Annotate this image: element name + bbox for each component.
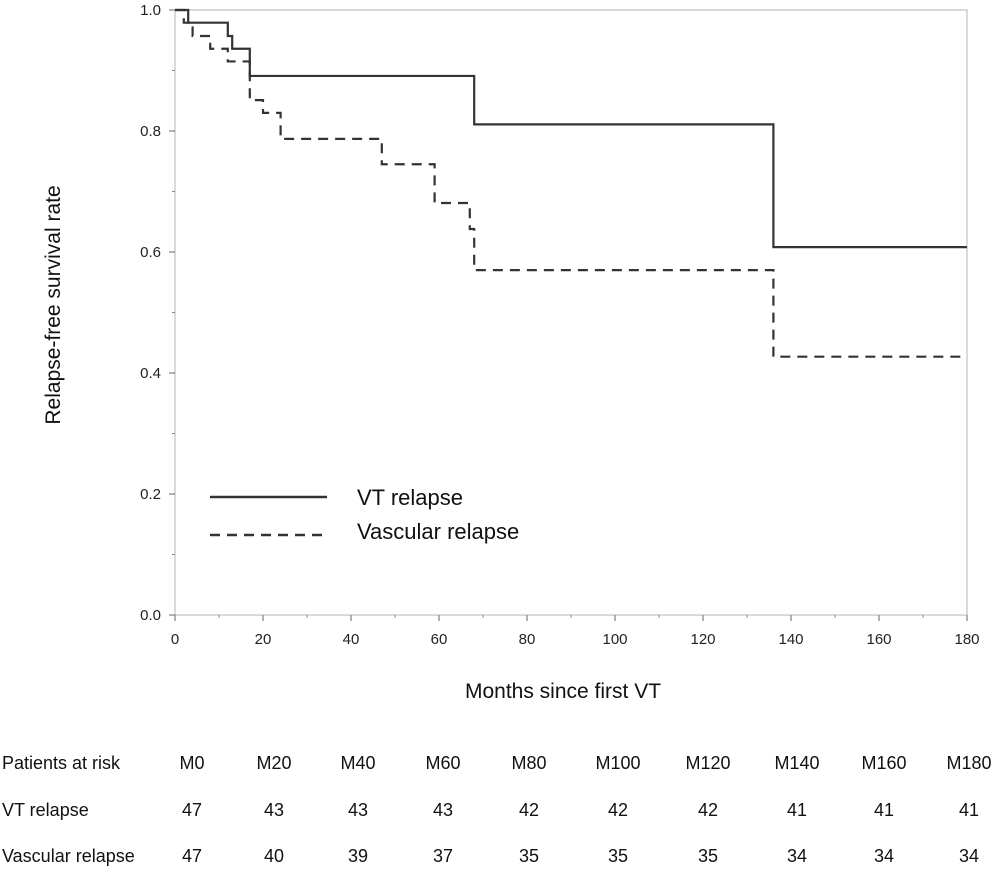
risk-cell: 35 [518,846,540,866]
legend-label-vt-relapse: VT relapse [357,485,463,510]
legend: VT relapse Vascular relapse [210,485,519,544]
x-tick-label: 120 [690,631,715,648]
risk-header-label: Patients at risk [2,753,121,773]
plot-frame [174,9,968,616]
x-axis: 0 20 40 60 80 100 120 140 160 180 [171,615,980,648]
y-tick-label: 0.6 [140,244,161,261]
risk-cell: 41 [786,800,808,820]
risk-cell: 47 [181,846,203,866]
y-tick-label: 0.4 [140,365,161,382]
x-tick-label: 180 [954,631,979,648]
risk-row-label: VT relapse [2,800,89,820]
risk-col-m100: M100 [595,753,641,773]
risk-col-m140: M140 [774,753,820,773]
y-tick-label: 0.0 [140,607,161,624]
x-tick-label: 100 [602,631,627,648]
x-tick-label: 140 [778,631,803,648]
risk-cell: 42 [518,800,540,820]
x-tick-label: 40 [343,631,360,648]
x-tick-label: 160 [866,631,891,648]
risk-col-m20: M20 [256,753,292,773]
risk-cell: 47 [181,800,203,820]
risk-cell: 42 [607,800,629,820]
risk-cell: 34 [873,846,895,866]
series-line-vascular-relapse [175,8,967,358]
risk-cell: 35 [607,846,629,866]
risk-cell: 41 [958,800,980,820]
x-tick-label: 80 [519,631,536,648]
risk-col-m0: M0 [179,753,205,773]
x-tick-label: 20 [255,631,272,648]
y-tick-label: 0.2 [140,486,161,503]
risk-col-m180: M180 [946,753,992,773]
y-axis: 0.0 0.2 0.4 0.6 0.8 1.0 [140,2,175,624]
risk-cell: 40 [263,846,285,866]
y-axis-title: Relapse-free survival rate [42,185,65,424]
risk-cell: 39 [347,846,369,866]
risk-col-m80: M80 [511,753,547,773]
risk-row-vt-relapse: VT relapse 47 43 43 43 42 42 42 41 41 41 [0,800,1003,826]
risk-col-m40: M40 [340,753,376,773]
risk-cell: 42 [697,800,719,820]
series-layer [175,8,967,358]
x-axis-title: Months since first VT [465,680,661,703]
y-tick-label: 0.8 [140,123,161,140]
risk-col-m60: M60 [425,753,461,773]
risk-cell: 43 [347,800,369,820]
risk-cell: 37 [432,846,454,866]
risk-row-label: Vascular relapse [2,846,135,866]
risk-cell: 35 [697,846,719,866]
risk-row-vascular-relapse: Vascular relapse 47 40 39 37 35 35 35 34… [0,846,1003,872]
risk-col-m160: M160 [861,753,907,773]
x-tick-label: 60 [431,631,448,648]
risk-cell: 43 [263,800,285,820]
risk-cell: 41 [873,800,895,820]
series-line-vt-relapse [175,8,967,249]
y-tick-label: 1.0 [140,2,161,19]
risk-header-row: Patients at risk M0 M20 M40 M60 M80 M100… [0,753,1003,779]
risk-col-m120: M120 [685,753,731,773]
km-chart: 0 20 40 60 80 100 120 140 160 180 0.0 0.2 0.4 0.6 0.8… [42,2,980,703]
risk-cell: 43 [432,800,454,820]
risk-cell: 34 [786,846,808,866]
risk-cell: 34 [958,846,980,866]
legend-label-vascular-relapse: Vascular relapse [357,519,519,544]
x-tick-label: 0 [171,631,179,648]
